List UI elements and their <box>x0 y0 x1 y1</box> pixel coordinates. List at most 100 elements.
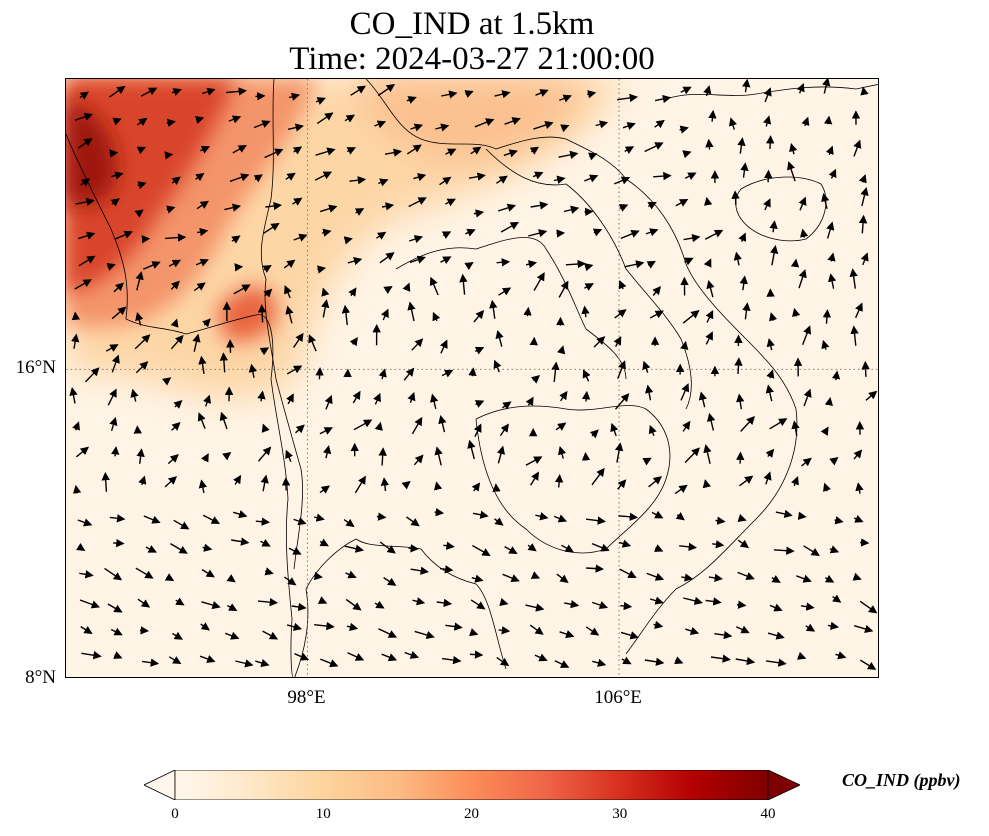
wind-arrow <box>313 571 323 581</box>
wind-arrow <box>702 479 711 489</box>
wind-arrow <box>136 146 147 155</box>
wind-arrow <box>703 196 713 206</box>
wind-arrow <box>219 352 229 373</box>
wind-arrow <box>378 178 389 187</box>
wind-arrow <box>308 334 317 352</box>
wind-arrow <box>563 205 580 214</box>
colorbar-tick-label: 40 <box>760 806 776 822</box>
wind-arrow <box>381 202 395 211</box>
wind-arrow <box>293 517 307 526</box>
wind-arrow <box>199 655 216 663</box>
wind-arrow <box>705 597 722 606</box>
wind-arrow <box>684 447 700 463</box>
wind-arrow <box>74 112 94 121</box>
wind-arrow <box>648 424 657 437</box>
wind-arrow <box>317 265 327 274</box>
wind-arrow <box>714 630 733 640</box>
wind-arrow <box>429 276 439 296</box>
colorbar-extend-high <box>767 770 800 800</box>
wind-arrow <box>653 620 664 629</box>
wind-arrow <box>737 539 750 549</box>
wind-arrow <box>353 419 373 431</box>
laos-vietnam-border <box>485 148 692 410</box>
wind-arrow <box>472 510 489 519</box>
wind-arrow <box>294 652 310 661</box>
wind-arrow <box>410 123 424 132</box>
wind-arrow <box>646 260 656 269</box>
wind-arrow <box>319 485 330 494</box>
wind-arrow <box>584 283 594 291</box>
wind-arrow <box>501 401 512 410</box>
wind-arrow <box>315 97 326 105</box>
wind-arrow <box>618 539 632 548</box>
wind-arrow <box>285 305 294 324</box>
wind-arrow <box>286 393 294 405</box>
wind-arrow <box>113 282 125 293</box>
wind-arrow <box>253 120 271 129</box>
wind-arrow <box>581 452 591 461</box>
wind-arrow <box>434 481 443 491</box>
wind-arrow <box>401 480 411 490</box>
wind-arrow <box>766 338 775 351</box>
wind-arrow <box>706 279 715 298</box>
wind-arrow <box>257 597 279 607</box>
wind-arrow <box>464 262 474 271</box>
wind-arrow <box>264 567 274 576</box>
wind-arrow <box>439 339 448 354</box>
wind-arrow <box>619 568 637 579</box>
concentration-field <box>66 79 878 677</box>
wind-arrow <box>316 112 334 125</box>
wind-arrow <box>765 658 787 667</box>
wind-arrow <box>384 148 403 157</box>
wind-arrow <box>859 600 878 614</box>
wind-arrow <box>654 94 672 104</box>
wind-arrow <box>107 603 123 613</box>
wind-arrow <box>679 542 697 552</box>
wind-arrow <box>75 446 89 458</box>
wind-arrow <box>530 374 541 384</box>
wind-arrow <box>402 282 411 292</box>
wind-arrow <box>789 142 798 155</box>
wind-arrow <box>733 251 742 266</box>
wind-arrow <box>255 92 266 101</box>
wind-arrow <box>80 178 91 187</box>
wind-arrow <box>377 84 396 97</box>
wind-arrow <box>798 269 807 289</box>
wind-arrow <box>731 190 740 205</box>
colorbar-tick-label: 10 <box>315 806 331 822</box>
wind-arrow <box>739 275 748 291</box>
wind-arrow <box>354 208 365 216</box>
wind-arrow <box>502 573 520 583</box>
wind-arrow <box>556 573 569 584</box>
wind-arrow <box>525 456 543 466</box>
wind-arrow <box>136 448 145 464</box>
wind-arrow <box>445 198 456 207</box>
wind-arrow <box>139 626 149 635</box>
wind-arrow <box>105 344 119 352</box>
wind-arrow <box>532 171 544 180</box>
wind-arrow <box>682 150 692 159</box>
wind-arrow <box>383 285 393 294</box>
wind-arrow <box>496 445 506 464</box>
wind-arrow <box>535 512 549 521</box>
wind-arrow <box>441 369 454 378</box>
wind-arrow <box>622 122 636 131</box>
wind-arrow <box>201 453 209 463</box>
wind-arrow <box>175 597 185 606</box>
wind-arrow <box>769 603 783 612</box>
wind-arrow <box>827 273 837 289</box>
wind-arrow <box>560 124 570 133</box>
wind-arrow <box>823 482 831 492</box>
wind-arrow <box>472 544 491 556</box>
wind-arrow <box>319 427 333 435</box>
wind-arrow <box>675 199 689 207</box>
wind-arrow <box>164 573 175 581</box>
wind-arrow <box>644 384 654 401</box>
wind-arrow <box>231 235 241 244</box>
wind-arrow <box>234 263 244 272</box>
wind-arrow <box>708 573 723 583</box>
wind-arrow <box>201 569 215 578</box>
myanmar-thailand-border <box>260 79 303 570</box>
wind-arrow <box>408 544 419 553</box>
wind-arrow <box>319 204 338 213</box>
